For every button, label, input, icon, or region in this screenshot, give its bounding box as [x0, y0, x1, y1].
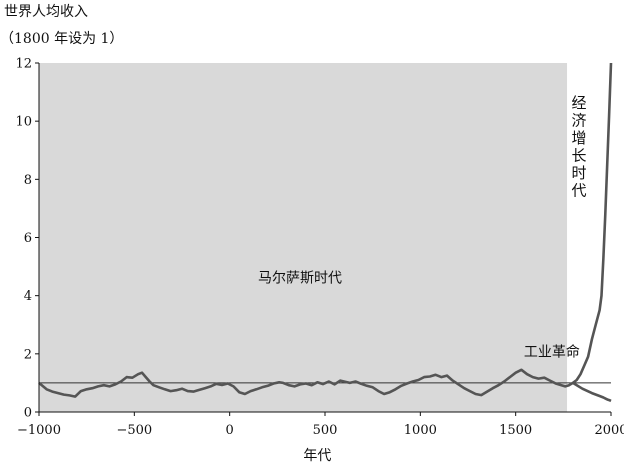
x-tick-label: 2000 — [594, 423, 624, 438]
region-label-growth-char: 增 — [571, 129, 586, 147]
y-axis-label-line-1: 世界人均收入 — [4, 4, 88, 20]
y-tick-label: 10 — [15, 115, 32, 130]
region-label-growth-char: 代 — [571, 182, 586, 200]
region-label-growth-char: 长 — [571, 147, 586, 165]
y-tick-label: 4 — [24, 289, 32, 304]
y-axis-label-line-2: （1800 年设为 1） — [0, 31, 124, 47]
y-tick-label: 8 — [24, 173, 32, 188]
region-0 — [39, 63, 568, 412]
axes: 0 2 4 6 8 10 12 −1000 −500 0 500 1000 1500 2000 — [15, 57, 624, 439]
region-label-growth-char: 经 — [571, 94, 586, 112]
x-tick-label: 0 — [226, 423, 234, 438]
y-tick-label: 2 — [24, 347, 32, 362]
series-line-2 — [572, 62, 613, 384]
series-layer — [38, 62, 613, 403]
series-line-1 — [572, 381, 612, 403]
region-label-growth-char: 济 — [571, 112, 586, 130]
y-tick-label: 6 — [24, 231, 32, 246]
x-axis-label: 年代 — [303, 448, 331, 464]
era-regions — [39, 63, 611, 412]
region-label-malthusian: 马尔萨斯时代 — [258, 271, 342, 287]
x-tick-label: −500 — [116, 423, 152, 438]
y-tick-label: 0 — [24, 406, 32, 421]
series-line-0 — [38, 368, 574, 398]
annotation-industrial-revolution: 工业革命 — [524, 344, 580, 361]
x-tick-label: 1500 — [499, 423, 532, 438]
x-tick-label: 1000 — [404, 423, 437, 438]
y-tick-label: 12 — [15, 57, 32, 72]
region-label-growth-char: 时 — [571, 164, 586, 182]
x-tick-label: 500 — [313, 423, 338, 438]
x-tick-label: −1000 — [17, 423, 61, 438]
